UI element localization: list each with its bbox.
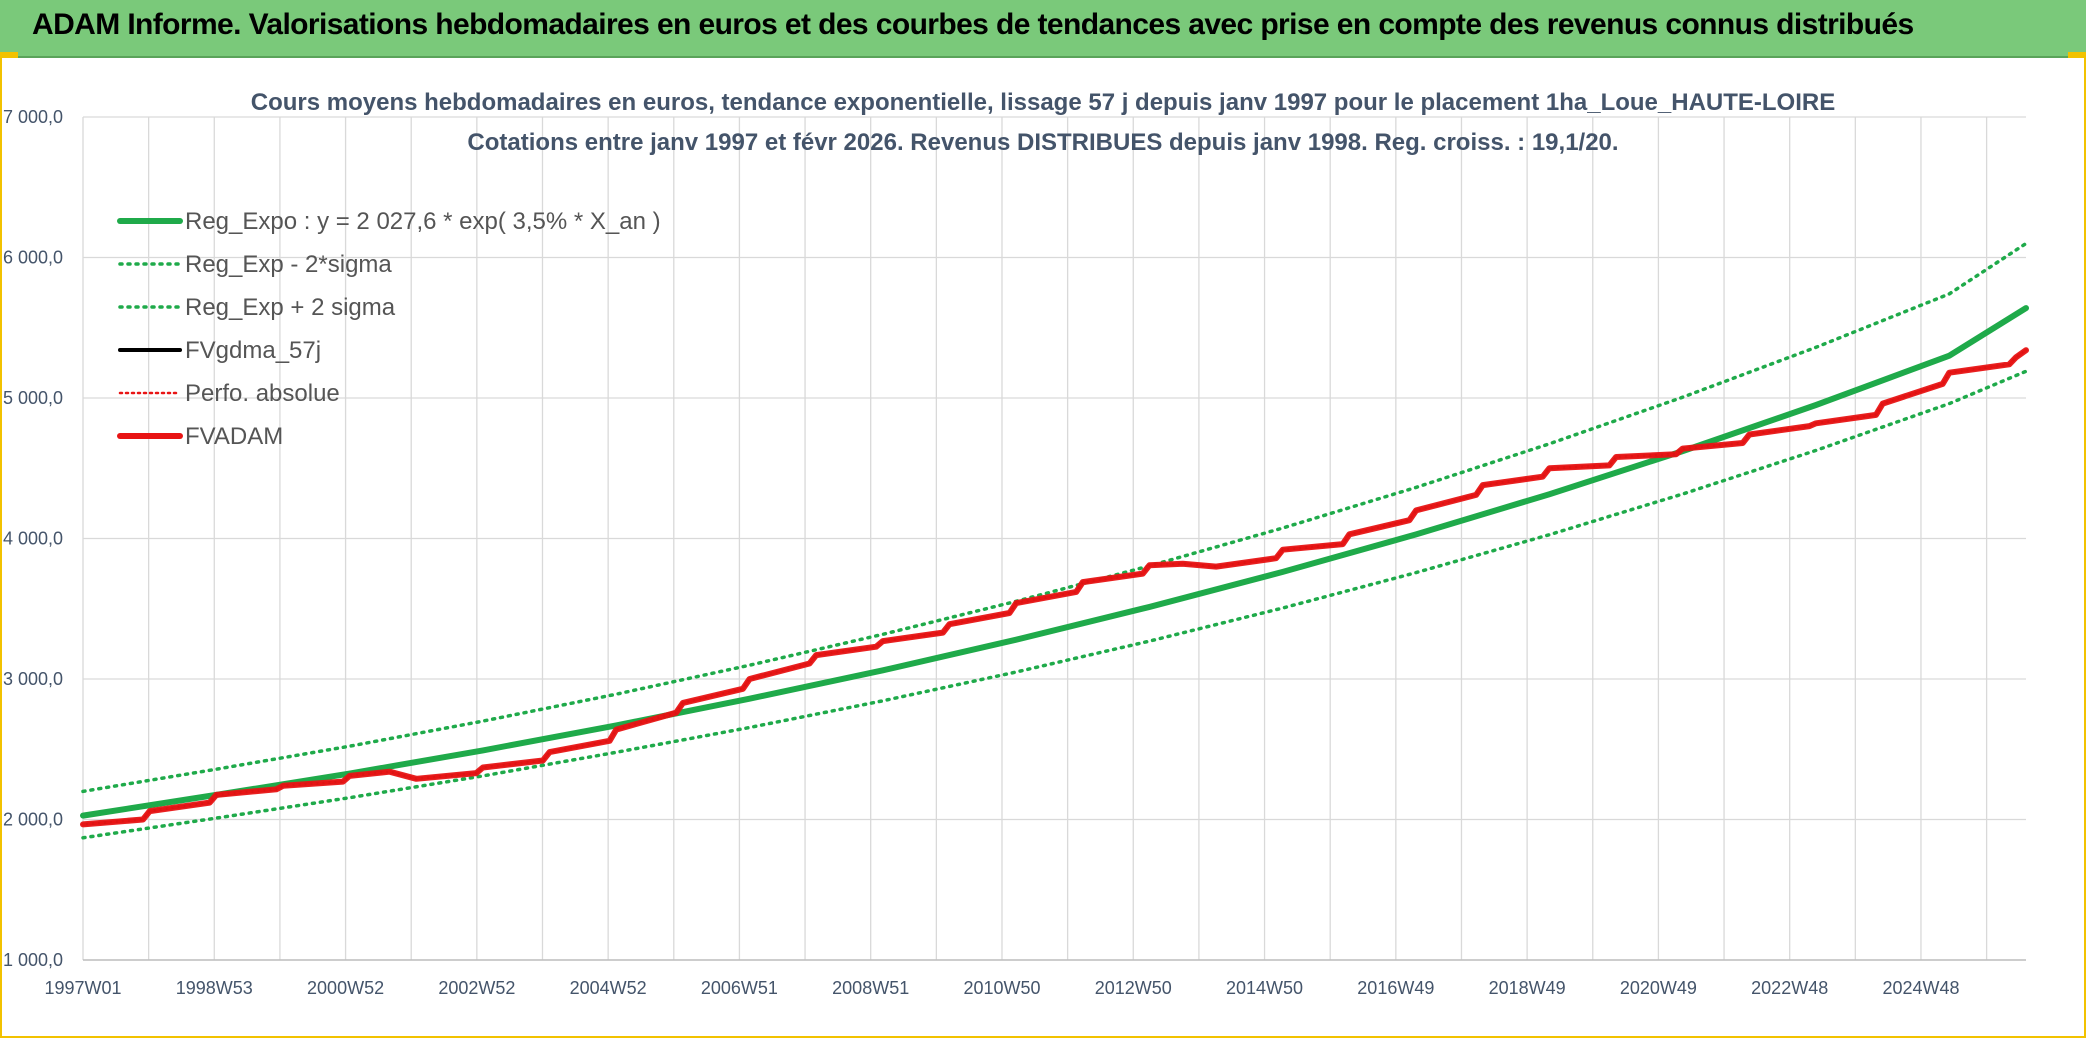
chart-axes: 1 000,0 2 000,0 3 000,0 4 000,0 5 000,0 6 000… — [3, 107, 2026, 998]
corner-accent-left — [0, 52, 18, 58]
legend-label: Reg_Expo : y = 2 027,6 * exp( 3,5% * X_a… — [185, 208, 661, 235]
y-tick-label: 7 000,0 — [3, 107, 63, 127]
chart-title: Cours moyens hebdomadaires en euros, ten… — [251, 89, 1835, 116]
legend-label: Reg_Exp - 2*sigma — [185, 251, 392, 278]
series-reg-exp-minus-2sigma — [81, 369, 2028, 840]
y-tick-label: 2 000,0 — [3, 810, 63, 830]
legend-label: FVADAM — [185, 423, 283, 450]
x-tick-label: 2024W48 — [1882, 978, 1959, 998]
y-tick-label: 3 000,0 — [3, 669, 63, 689]
page-title: ADAM Informe. Valorisations hebdomadaire… — [32, 8, 1914, 41]
chart-legend: Reg_Expo : y = 2 027,6 * exp( 3,5% * X_a… — [117, 208, 661, 450]
chart-subtitle: Cotations entre janv 1997 et févr 2026. … — [467, 129, 1618, 156]
x-tick-label: 2000W52 — [307, 978, 384, 998]
x-tick-label: 2006W51 — [701, 978, 778, 998]
x-tick-label: 2012W50 — [1095, 978, 1172, 998]
chart-series — [80, 241, 2029, 840]
x-tick-label: 1998W53 — [176, 978, 253, 998]
x-tick-label: 2010W50 — [963, 978, 1040, 998]
x-tick-label: 2022W48 — [1751, 978, 1828, 998]
series-perfo-absolue — [81, 348, 2028, 826]
series-fvadam — [80, 347, 2029, 828]
x-tick-label: 2014W50 — [1226, 978, 1303, 998]
series-reg-expo — [80, 305, 2029, 819]
y-tick-label: 5 000,0 — [3, 388, 63, 408]
series-reg-exp-plus-2sigma — [81, 241, 2028, 794]
header-banner: ADAM Informe. Valorisations hebdomadaire… — [0, 0, 2086, 58]
corner-accent-right — [2068, 52, 2086, 58]
x-tick-label: 2008W51 — [832, 978, 909, 998]
y-tick-label: 6 000,0 — [3, 248, 63, 268]
y-tick-label: 1 000,0 — [3, 950, 63, 970]
y-tick-label: 4 000,0 — [3, 529, 63, 549]
legend-label: Reg_Exp + 2 sigma — [185, 294, 396, 321]
x-tick-label: 1997W01 — [44, 978, 121, 998]
x-tick-label: 2018W49 — [1489, 978, 1566, 998]
x-tick-label: 2020W49 — [1620, 978, 1697, 998]
legend-label: FVgdma_57j — [185, 337, 321, 364]
chart-grid — [82, 116, 2026, 961]
series-fvgdma-57j — [81, 348, 2028, 826]
x-tick-label: 2016W49 — [1357, 978, 1434, 998]
x-tick-label: 2004W52 — [570, 978, 647, 998]
x-tick-label: 2002W52 — [438, 978, 515, 998]
legend-label: Perfo. absolue — [185, 380, 340, 407]
